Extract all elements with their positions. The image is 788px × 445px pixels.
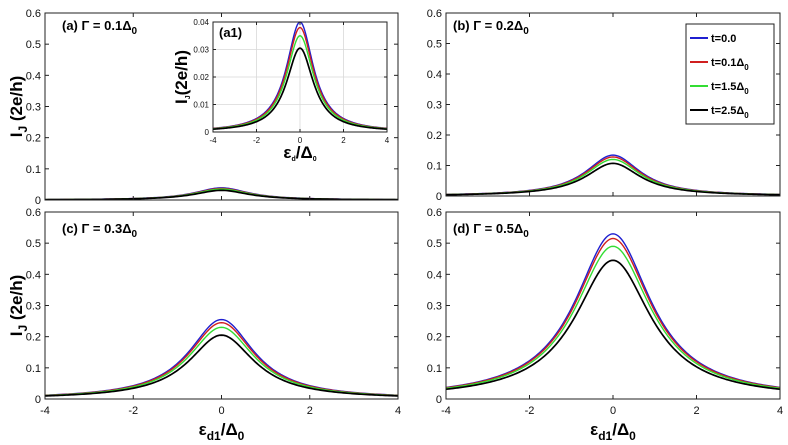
x-tick-label: -2 bbox=[525, 405, 535, 417]
panel-a1: 0 0.01 0.02 0.03 0.04 -4 -2 0 2 4 (a1) IJ(2e/h) εd/Δ… bbox=[172, 18, 390, 163]
y-tick-label: 0.6 bbox=[427, 207, 442, 219]
x-tick-label: 4 bbox=[395, 405, 401, 417]
x-tick-label: -4 bbox=[209, 136, 217, 145]
y-tick-label: 0.2 bbox=[427, 332, 442, 344]
series-line-a1-2 bbox=[212, 35, 388, 130]
series-line-d-3 bbox=[445, 259, 781, 391]
y-tick-label: 0 bbox=[205, 128, 210, 137]
series-line-c-3 bbox=[44, 334, 399, 397]
panel-label-d: (d) Γ = 0.5Δ0 bbox=[453, 221, 529, 240]
y-tick-label: 0.6 bbox=[26, 207, 41, 219]
plot-area-c bbox=[45, 212, 398, 399]
legend: t=0.0 t=0.1Δ0 t=1.5Δ0 t=2.5Δ0 bbox=[685, 23, 775, 125]
series-line-d-2 bbox=[445, 245, 781, 389]
series-line-b-3 bbox=[445, 162, 781, 196]
x-tick-label: 0 bbox=[610, 405, 616, 417]
legend-entry-3: t=2.5Δ0 bbox=[711, 105, 749, 120]
x-axis-label-d: εd1/Δ0 bbox=[590, 420, 636, 443]
x-tick-label: 4 bbox=[777, 405, 783, 417]
y-tick-label: 0.4 bbox=[427, 269, 442, 281]
y-tick-label: 0.5 bbox=[26, 238, 41, 250]
panel-label-a: (a) Γ = 0.1Δ0 bbox=[62, 18, 138, 37]
x-tick-label: 2 bbox=[341, 136, 346, 145]
y-axis-label-a: IJ (2e/h) bbox=[7, 76, 30, 137]
y-tick-label: 0.03 bbox=[193, 46, 209, 55]
y-tick-label: 0.3 bbox=[427, 100, 442, 112]
panel-label-c: (c) Γ = 0.3Δ0 bbox=[62, 221, 138, 240]
y-tick-label: 0.5 bbox=[427, 39, 442, 51]
y-tick-label: 0.1 bbox=[427, 363, 442, 375]
series-line-a1-3 bbox=[212, 47, 388, 130]
x-tick-label: 0 bbox=[298, 136, 303, 145]
y-tick-label: 0.1 bbox=[26, 363, 41, 375]
y-tick-label: 0 bbox=[35, 394, 41, 406]
y-tick-label: 0.1 bbox=[26, 164, 41, 176]
y-tick-label: 0.2 bbox=[427, 130, 442, 142]
series-line-a-3 bbox=[45, 189, 398, 201]
y-tick-label: 0.3 bbox=[26, 301, 41, 313]
y-tick-label: 0 bbox=[436, 394, 442, 406]
y-tick-label: 0.4 bbox=[26, 269, 41, 281]
legend-box bbox=[685, 23, 775, 125]
panel-label-a1: (a1) bbox=[219, 25, 242, 40]
plot-area-d bbox=[446, 212, 780, 399]
x-tick-label: 2 bbox=[307, 405, 313, 417]
x-tick-label: 0 bbox=[218, 405, 224, 417]
x-tick-label: -2 bbox=[253, 136, 261, 145]
y-tick-label: 0.5 bbox=[427, 238, 442, 250]
y-tick-label: 0.3 bbox=[427, 301, 442, 313]
x-tick-label: -2 bbox=[128, 405, 138, 417]
y-tick-label: 0.5 bbox=[26, 39, 41, 51]
panel-c: 0 0.1 0.2 0.3 0.4 0.5 0.6 -4 -2 0 2 4 (c) Γ = 0.3Δ0 I… bbox=[7, 207, 401, 443]
x-tick-label: -4 bbox=[441, 405, 451, 417]
x-axis-label-a1: εd/Δ0 bbox=[283, 143, 316, 163]
y-tick-label: 0.6 bbox=[427, 8, 442, 20]
panel-label-b: (b) Γ = 0.2Δ0 bbox=[453, 18, 529, 37]
x-tick-label: 4 bbox=[385, 136, 390, 145]
x-axis-label-c: εd1/Δ0 bbox=[199, 420, 245, 443]
y-tick-label: 0.02 bbox=[193, 73, 209, 82]
y-tick-label: 0 bbox=[35, 195, 41, 207]
y-tick-label: 0.4 bbox=[26, 70, 41, 82]
y-tick-label: 0.3 bbox=[26, 102, 41, 114]
y-axis-label-c: IJ (2e/h) bbox=[7, 275, 30, 336]
y-tick-label: 0.2 bbox=[26, 332, 41, 344]
legend-entry-1: t=0.1Δ0 bbox=[711, 57, 749, 72]
y-tick-label: 0.2 bbox=[26, 133, 41, 145]
x-tick-label: 2 bbox=[693, 405, 699, 417]
y-tick-label: 0 bbox=[436, 191, 442, 203]
y-tick-label: 0.1 bbox=[427, 161, 442, 173]
y-axis-label-a1: IJ(2e/h) bbox=[172, 50, 192, 104]
y-tick-label: 0.6 bbox=[26, 8, 41, 20]
y-tick-label: 0.01 bbox=[193, 101, 209, 110]
y-tick-label: 0.4 bbox=[427, 69, 442, 81]
series-line-d-1 bbox=[445, 237, 781, 389]
y-tick-label: 0.04 bbox=[193, 18, 209, 27]
legend-entry-0: t=0.0 bbox=[711, 33, 736, 45]
panel-d: 0 0.1 0.2 0.3 0.4 0.5 0.6 -4 -2 0 2 4 (d) Γ = 0.5Δ0 ε… bbox=[427, 207, 783, 443]
legend-entry-2: t=1.5Δ0 bbox=[711, 81, 749, 96]
x-tick-label: -4 bbox=[40, 405, 50, 417]
